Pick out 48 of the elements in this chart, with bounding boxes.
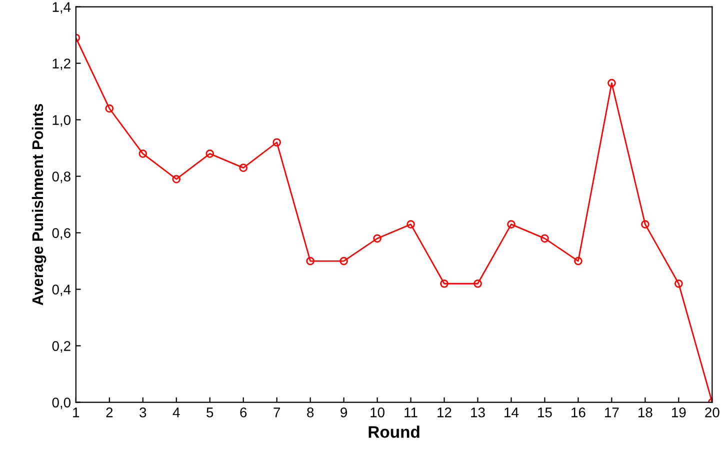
x-tick-label: 14 xyxy=(504,408,519,418)
x-axis-title: Round xyxy=(368,426,420,438)
y-axis-title: Average Punishment Points xyxy=(32,104,46,306)
y-tick-label: 0,6 xyxy=(52,228,70,240)
point xyxy=(507,220,516,228)
x-tick-label: 1 xyxy=(73,408,80,418)
x-tick-label: 3 xyxy=(140,408,146,418)
x-tick-label: 6 xyxy=(240,408,247,418)
point xyxy=(206,150,214,158)
point xyxy=(474,279,482,288)
point xyxy=(406,220,415,228)
point xyxy=(373,234,382,243)
y-tick-label: 0,2 xyxy=(52,341,70,353)
x-tick-label: 12 xyxy=(438,408,452,418)
x-tick-label: 11 xyxy=(404,408,418,418)
point xyxy=(641,220,650,228)
point xyxy=(105,104,114,113)
x-tick-label: 10 xyxy=(370,408,384,418)
point xyxy=(674,279,683,288)
point xyxy=(138,150,148,158)
x-tick-label: 2 xyxy=(106,408,113,418)
x-tick-label: 5 xyxy=(206,408,214,418)
x-tick-label: 17 xyxy=(605,408,619,418)
x-tick-label: 19 xyxy=(672,408,686,418)
x-tick-label: 13 xyxy=(471,408,485,418)
point xyxy=(574,256,582,266)
point xyxy=(540,234,549,243)
point xyxy=(608,78,616,88)
y-tick-label: 0,0 xyxy=(52,398,71,410)
x-tick-label: 20 xyxy=(705,408,720,418)
point xyxy=(172,174,181,184)
x-tick-label: 16 xyxy=(572,408,586,418)
x-tick-label: 8 xyxy=(307,408,314,418)
x-tick-label: 15 xyxy=(538,408,552,418)
y-tick-label: 1,4 xyxy=(52,2,71,14)
point xyxy=(239,164,248,172)
y-tick-label: 1,0 xyxy=(52,115,71,127)
x-tick-label: 9 xyxy=(340,408,348,418)
y-tick-label: 0,4 xyxy=(52,284,71,296)
x-tick-label: 4 xyxy=(172,408,180,418)
point xyxy=(306,256,314,266)
x-tick-label: 18 xyxy=(638,408,652,418)
point xyxy=(440,279,448,288)
y-tick-label: 1,2 xyxy=(52,58,70,70)
x-tick-label: 7 xyxy=(274,408,280,418)
point xyxy=(272,138,281,147)
point xyxy=(340,256,348,266)
y-tick-label: 0,8 xyxy=(52,172,70,184)
